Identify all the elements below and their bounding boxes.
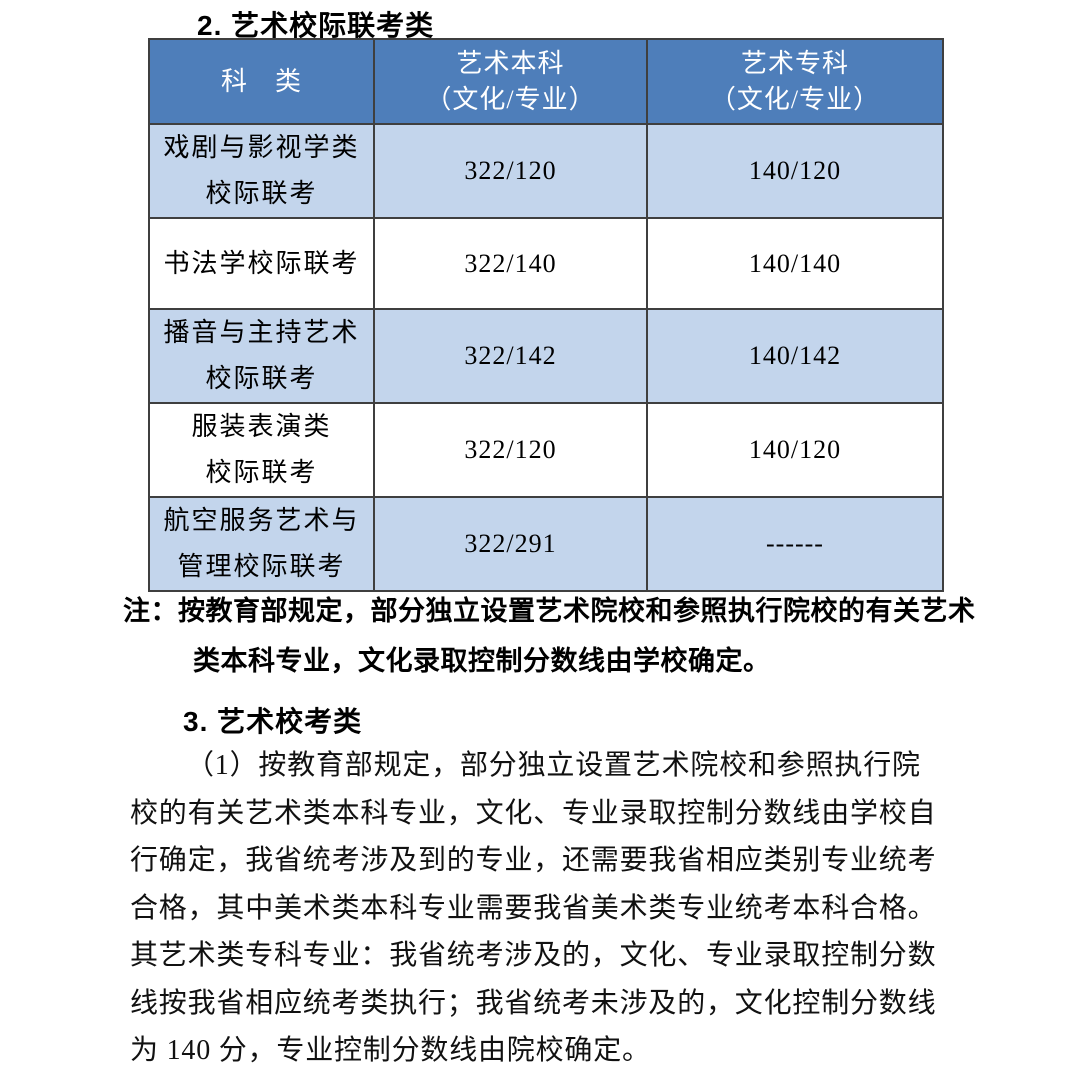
category-line: 管理校际联考 [177, 552, 346, 581]
category-line: 播音与主持艺术 [163, 318, 360, 347]
zhuanke-score-cell: ------ [646, 496, 944, 592]
header-zhuanke-line2: （文化/专业） [709, 84, 881, 114]
category-line: 书法学校际联考 [163, 248, 360, 278]
table-note: 注：按教育部规定，部分独立设置艺术院校和参照执行院校的有关艺术 类本科专业，文化… [123, 586, 983, 686]
benke-score-cell: 322/291 [373, 496, 648, 592]
category-cell: 书法学校际联考 [148, 217, 375, 310]
paragraph-line: 合格，其中美术类本科专业需要我省美术类专业统考本科合格。 [130, 892, 937, 924]
paragraph-line: 为 140 分，专业控制分数线由院校确定。 [130, 1035, 651, 1066]
zhuanke-score-cell: 140/120 [646, 402, 944, 498]
zhuanke-score-cell: 140/142 [646, 308, 944, 404]
zhuanke-score-cell: 140/140 [646, 217, 944, 310]
zhuanke-score-cell: 140/120 [646, 123, 944, 219]
table-row-calligraphy: 书法学校际联考 322/140 140/140 [148, 217, 944, 310]
header-cell-category: 科 类 [148, 38, 375, 125]
header-benke-line1: 艺术本科 [456, 48, 565, 78]
table-header-row: 科 类 艺术本科 （文化/专业） 艺术专科 （文化/专业） [148, 38, 944, 125]
header-cell-benke: 艺术本科 （文化/专业） [373, 38, 648, 125]
table-row-aviation-service: 航空服务艺术与 管理校际联考 322/291 ------ [148, 496, 944, 592]
section-3-paragraph: （1）按教育部规定，部分独立设置艺术院校和参照执行院 校的有关艺术类本科专业，文… [130, 742, 965, 1075]
header-benke-line2: （文化/专业） [425, 84, 596, 114]
paragraph-line: （1）按教育部规定，部分独立设置艺术院校和参照执行院 [186, 750, 921, 781]
benke-score-cell: 322/140 [373, 217, 648, 310]
category-cell: 戏剧与影视学类 校际联考 [148, 123, 375, 219]
category-cell: 航空服务艺术与 管理校际联考 [148, 496, 375, 592]
category-cell: 播音与主持艺术 校际联考 [148, 308, 375, 404]
header-cell-zhuanke: 艺术专科 （文化/专业） [646, 38, 944, 125]
paragraph-line: 行确定，我省统考涉及到的专业，还需要我省相应类别专业统考 [130, 845, 937, 876]
table-row-drama-film: 戏剧与影视学类 校际联考 322/120 140/120 [148, 123, 944, 219]
section-3-heading: 3. 艺术校考类 [183, 706, 363, 737]
table-row-fashion-performance: 服装表演类 校际联考 322/120 140/120 [148, 402, 944, 498]
benke-score-cell: 322/120 [373, 402, 648, 498]
paragraph-line: 其艺术类专科专业：我省统考涉及的，文化、专业录取控制分数 [130, 940, 937, 971]
category-line: 校际联考 [205, 364, 318, 393]
category-line: 戏剧与影视学类 [163, 133, 360, 162]
art-joint-exam-score-table: 科 类 艺术本科 （文化/专业） 艺术专科 （文化/专业） 戏剧与影视学类 校际… [148, 38, 944, 592]
benke-score-cell: 322/120 [373, 123, 648, 219]
category-cell: 服装表演类 校际联考 [148, 402, 375, 498]
note-line: 注：按教育部规定，部分独立设置艺术院校和参照执行院校的有关艺术 [123, 596, 976, 626]
paragraph-line: 线按我省相应统考类执行；我省统考未涉及的，文化控制分数线 [130, 987, 937, 1019]
category-line: 校际联考 [205, 458, 318, 487]
benke-score-cell: 322/142 [373, 308, 648, 404]
header-category-label: 科 类 [220, 66, 302, 96]
category-line: 校际联考 [205, 179, 318, 208]
section-2-heading: 2. 艺术校际联考类 [197, 10, 435, 41]
category-line: 航空服务艺术与 [163, 506, 360, 535]
paragraph-line: 校的有关艺术类本科专业，文化、专业录取控制分数线由学校自 [130, 797, 937, 829]
category-line: 服装表演类 [191, 412, 332, 441]
table-row-broadcast-hosting: 播音与主持艺术 校际联考 322/142 140/142 [148, 308, 944, 404]
header-zhuanke-line1: 艺术专科 [740, 48, 849, 78]
note-line: 类本科专业，文化录取控制分数线由学校确定。 [193, 646, 771, 676]
